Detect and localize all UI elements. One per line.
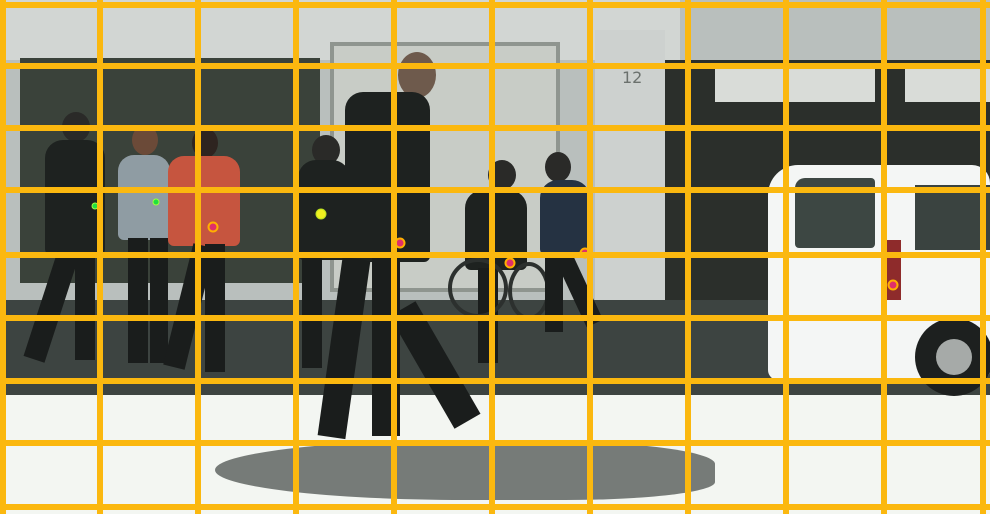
pedestrian-leg bbox=[150, 238, 168, 363]
pedestrian-leg bbox=[545, 252, 563, 332]
van-hubcap bbox=[936, 339, 972, 375]
pedestrian bbox=[118, 155, 170, 240]
van-window bbox=[915, 185, 990, 250]
pedestrian-leg bbox=[75, 252, 95, 360]
pedestrian-leg bbox=[302, 258, 322, 368]
keypoint-marker bbox=[504, 257, 516, 269]
keypoint-marker bbox=[887, 279, 899, 291]
pedestrian bbox=[45, 140, 105, 255]
awning bbox=[715, 68, 875, 102]
keypoint-marker bbox=[207, 221, 219, 233]
awning bbox=[905, 68, 990, 102]
pedestrian-head bbox=[545, 152, 571, 182]
keypoint-marker bbox=[315, 208, 327, 220]
pedestrian bbox=[345, 92, 430, 262]
pedestrian bbox=[168, 156, 240, 246]
house-number: 12 bbox=[622, 68, 643, 87]
pedestrian-leg bbox=[128, 238, 148, 363]
pedestrian-leg bbox=[205, 244, 225, 372]
pedestrian-head bbox=[398, 52, 436, 98]
keypoint-marker bbox=[152, 198, 160, 206]
